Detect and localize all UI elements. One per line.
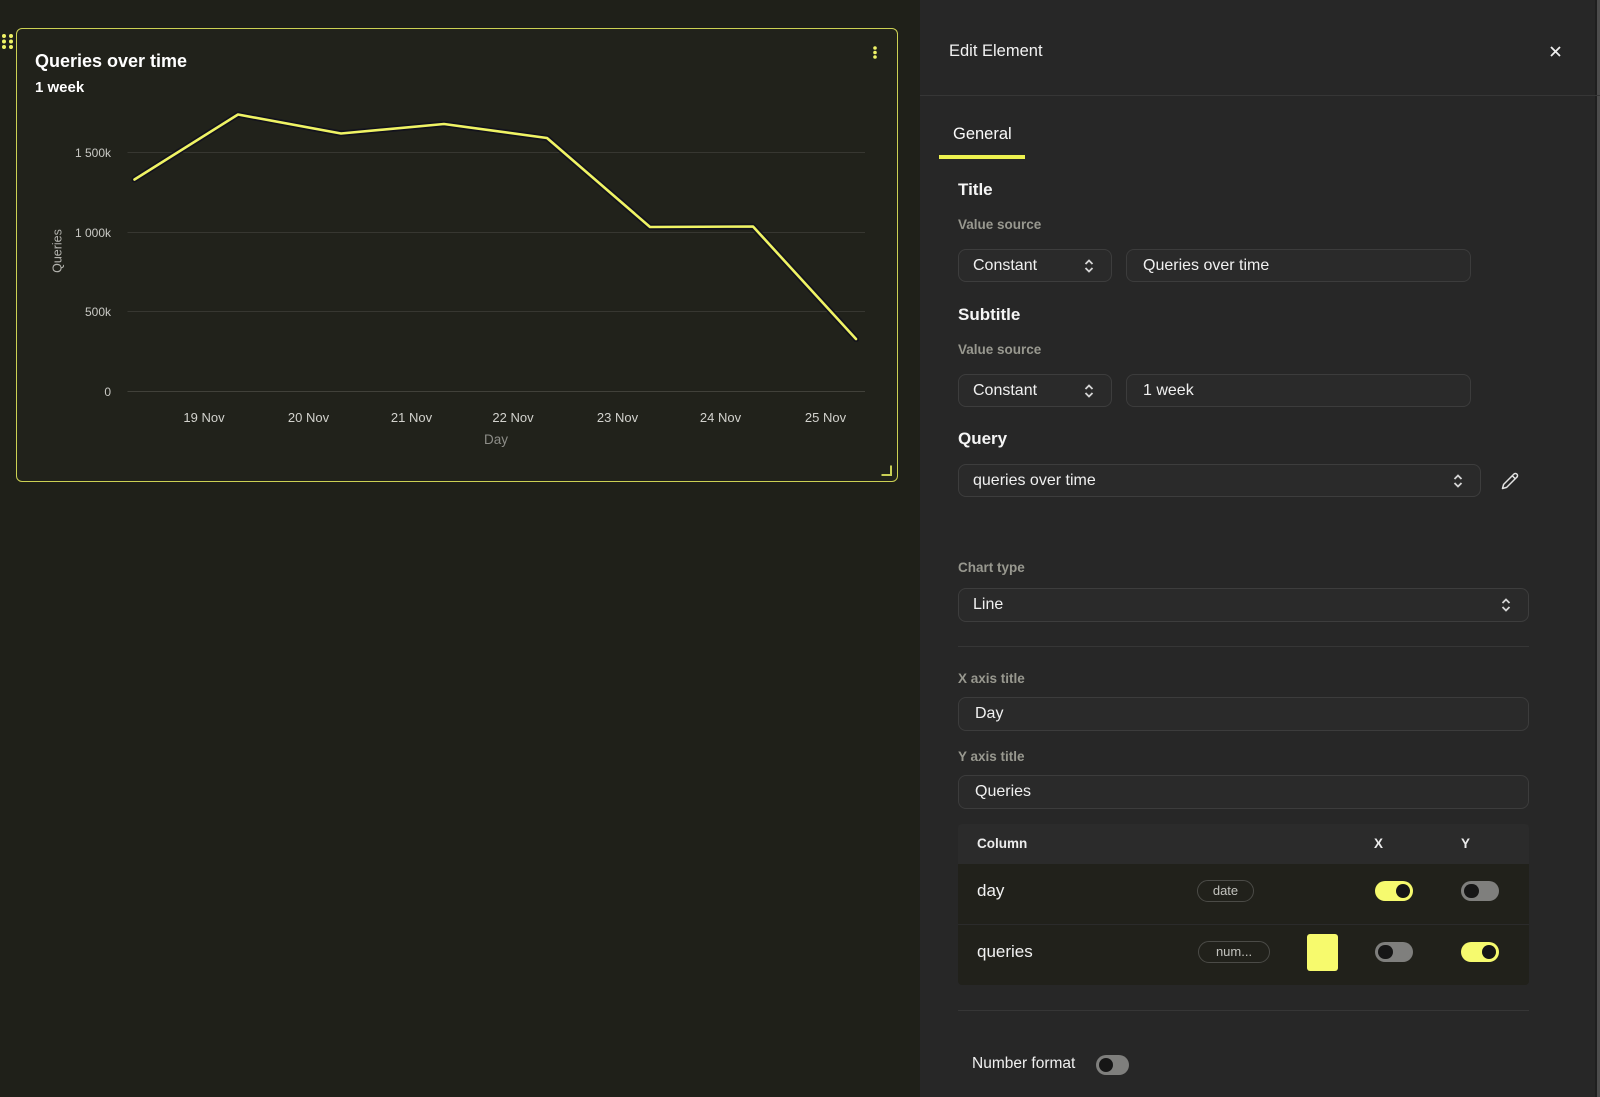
svg-text:24 Nov: 24 Nov bbox=[700, 410, 742, 425]
svg-text:Queries: Queries bbox=[51, 229, 65, 273]
svg-text:20 Nov: 20 Nov bbox=[288, 410, 330, 425]
svg-text:21 Nov: 21 Nov bbox=[391, 410, 433, 425]
svg-text:19 Nov: 19 Nov bbox=[183, 410, 225, 425]
svg-text:25 Nov: 25 Nov bbox=[805, 410, 847, 425]
svg-text:22 Nov: 22 Nov bbox=[492, 410, 534, 425]
svg-text:0: 0 bbox=[104, 385, 111, 399]
svg-text:23 Nov: 23 Nov bbox=[597, 410, 639, 425]
svg-text:Day: Day bbox=[484, 432, 508, 447]
svg-text:1 000k: 1 000k bbox=[75, 226, 112, 240]
svg-text:500k: 500k bbox=[85, 305, 112, 319]
svg-text:1 500k: 1 500k bbox=[75, 146, 112, 160]
